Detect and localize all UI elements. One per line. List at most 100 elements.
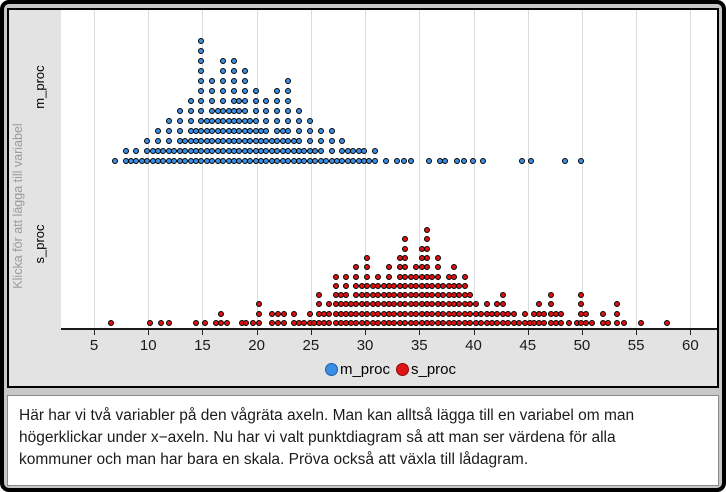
- m_proc-data-dot[interactable]: [209, 98, 216, 104]
- m_proc-data-dot[interactable]: [263, 98, 270, 104]
- m_proc-data-dot[interactable]: [317, 148, 324, 154]
- m_proc-data-dot[interactable]: [230, 58, 237, 64]
- s_proc-data-dot[interactable]: [280, 310, 287, 317]
- s_proc-data-dot[interactable]: [353, 264, 360, 271]
- m_proc-data-dot[interactable]: [382, 158, 389, 164]
- m_proc-data-dot[interactable]: [426, 158, 433, 164]
- s_proc-data-dot[interactable]: [165, 320, 172, 326]
- s_proc-data-dot[interactable]: [364, 264, 371, 271]
- m_proc-data-dot[interactable]: [165, 128, 172, 134]
- s_proc-data-dot[interactable]: [613, 320, 620, 326]
- s_proc-data-dot[interactable]: [434, 254, 441, 261]
- s_proc-data-dot[interactable]: [423, 254, 430, 261]
- s_proc-data-dot[interactable]: [375, 273, 382, 280]
- s_proc-data-dot[interactable]: [605, 320, 612, 326]
- m_proc-data-dot[interactable]: [328, 138, 335, 144]
- s_proc-data-dot[interactable]: [510, 310, 517, 317]
- m_proc-data-dot[interactable]: [519, 158, 526, 164]
- dot-plot-area[interactable]: [61, 10, 717, 330]
- s_proc-data-dot[interactable]: [326, 320, 333, 326]
- m_proc-data-dot[interactable]: [133, 148, 140, 154]
- y-category-label-m-proc[interactable]: m_proc: [32, 65, 47, 109]
- m_proc-data-dot[interactable]: [285, 88, 292, 94]
- m_proc-data-dot[interactable]: [230, 68, 237, 74]
- m_proc-data-dot[interactable]: [209, 88, 216, 94]
- m_proc-data-dot[interactable]: [198, 58, 205, 64]
- m_proc-data-dot[interactable]: [252, 108, 259, 114]
- s_proc-data-dot[interactable]: [461, 273, 468, 280]
- m_proc-data-dot[interactable]: [296, 138, 303, 144]
- m_proc-data-dot[interactable]: [241, 78, 248, 84]
- s_proc-data-dot[interactable]: [242, 320, 249, 326]
- s_proc-data-dot[interactable]: [583, 310, 590, 317]
- m_proc-data-dot[interactable]: [460, 158, 467, 164]
- m_proc-data-dot[interactable]: [241, 108, 248, 114]
- s_proc-data-dot[interactable]: [434, 273, 441, 280]
- y-category-label-s-proc[interactable]: s_proc: [32, 224, 47, 264]
- s_proc-data-dot[interactable]: [402, 264, 409, 271]
- m_proc-data-dot[interactable]: [469, 158, 476, 164]
- m_proc-data-dot[interactable]: [561, 158, 568, 164]
- s_proc-data-dot[interactable]: [613, 310, 620, 317]
- s_proc-data-dot[interactable]: [255, 320, 262, 326]
- m_proc-data-dot[interactable]: [371, 158, 378, 164]
- legend-item-m-proc[interactable]: m_proc: [324, 361, 390, 378]
- m_proc-data-dot[interactable]: [263, 118, 270, 124]
- m_proc-data-dot[interactable]: [252, 118, 259, 124]
- m_proc-data-dot[interactable]: [328, 128, 335, 134]
- m_proc-data-dot[interactable]: [454, 158, 461, 164]
- m_proc-data-dot[interactable]: [306, 138, 313, 144]
- s_proc-data-dot[interactable]: [193, 320, 199, 326]
- s_proc-data-dot[interactable]: [158, 320, 165, 326]
- s_proc-data-dot[interactable]: [483, 301, 490, 308]
- s_proc-data-dot[interactable]: [402, 236, 409, 243]
- m_proc-data-dot[interactable]: [165, 138, 172, 144]
- m_proc-data-dot[interactable]: [198, 108, 205, 114]
- s_proc-data-dot[interactable]: [558, 320, 565, 326]
- s_proc-data-dot[interactable]: [332, 282, 339, 289]
- s_proc-data-dot[interactable]: [342, 273, 349, 280]
- s_proc-data-dot[interactable]: [201, 320, 208, 326]
- m_proc-data-dot[interactable]: [165, 118, 172, 124]
- m_proc-data-dot[interactable]: [198, 68, 205, 74]
- m_proc-data-dot[interactable]: [187, 98, 194, 104]
- s_proc-data-dot[interactable]: [306, 310, 313, 317]
- s_proc-data-dot[interactable]: [613, 301, 620, 308]
- s_proc-data-dot[interactable]: [541, 320, 548, 326]
- m_proc-data-dot[interactable]: [480, 158, 487, 164]
- m_proc-data-dot[interactable]: [296, 118, 303, 124]
- m_proc-data-dot[interactable]: [176, 118, 183, 124]
- m_proc-data-dot[interactable]: [220, 98, 227, 104]
- m_proc-data-dot[interactable]: [263, 108, 270, 114]
- add-variable-hint[interactable]: Klicka för att lägga till variabel: [11, 123, 25, 289]
- s_proc-data-dot[interactable]: [268, 320, 275, 326]
- s_proc-data-dot[interactable]: [326, 310, 333, 317]
- m_proc-data-dot[interactable]: [285, 118, 292, 124]
- m_proc-data-dot[interactable]: [285, 78, 292, 84]
- s_proc-data-dot[interactable]: [434, 264, 441, 271]
- m_proc-data-dot[interactable]: [155, 128, 162, 134]
- m_proc-data-dot[interactable]: [401, 158, 408, 164]
- m_proc-data-dot[interactable]: [393, 158, 400, 164]
- m_proc-data-dot[interactable]: [407, 158, 414, 164]
- s_proc-data-dot[interactable]: [342, 292, 349, 299]
- s_proc-data-dot[interactable]: [621, 320, 628, 326]
- m_proc-data-dot[interactable]: [252, 98, 259, 104]
- m_proc-data-dot[interactable]: [285, 108, 292, 114]
- m_proc-data-dot[interactable]: [252, 88, 259, 94]
- m_proc-data-dot[interactable]: [306, 128, 313, 134]
- m_proc-data-dot[interactable]: [241, 88, 248, 94]
- s_proc-data-dot[interactable]: [472, 301, 479, 308]
- s_proc-data-dot[interactable]: [577, 292, 584, 299]
- m_proc-data-dot[interactable]: [274, 118, 281, 124]
- m_proc-data-dot[interactable]: [220, 88, 227, 94]
- s_proc-data-dot[interactable]: [280, 320, 287, 326]
- s_proc-data-dot[interactable]: [268, 310, 275, 317]
- s_proc-data-dot[interactable]: [364, 273, 371, 280]
- s_proc-data-dot[interactable]: [451, 264, 458, 271]
- m_proc-data-dot[interactable]: [209, 78, 216, 84]
- m_proc-data-dot[interactable]: [176, 108, 183, 114]
- m_proc-data-dot[interactable]: [442, 158, 449, 164]
- m_proc-data-dot[interactable]: [198, 78, 205, 84]
- m_proc-data-dot[interactable]: [263, 128, 270, 134]
